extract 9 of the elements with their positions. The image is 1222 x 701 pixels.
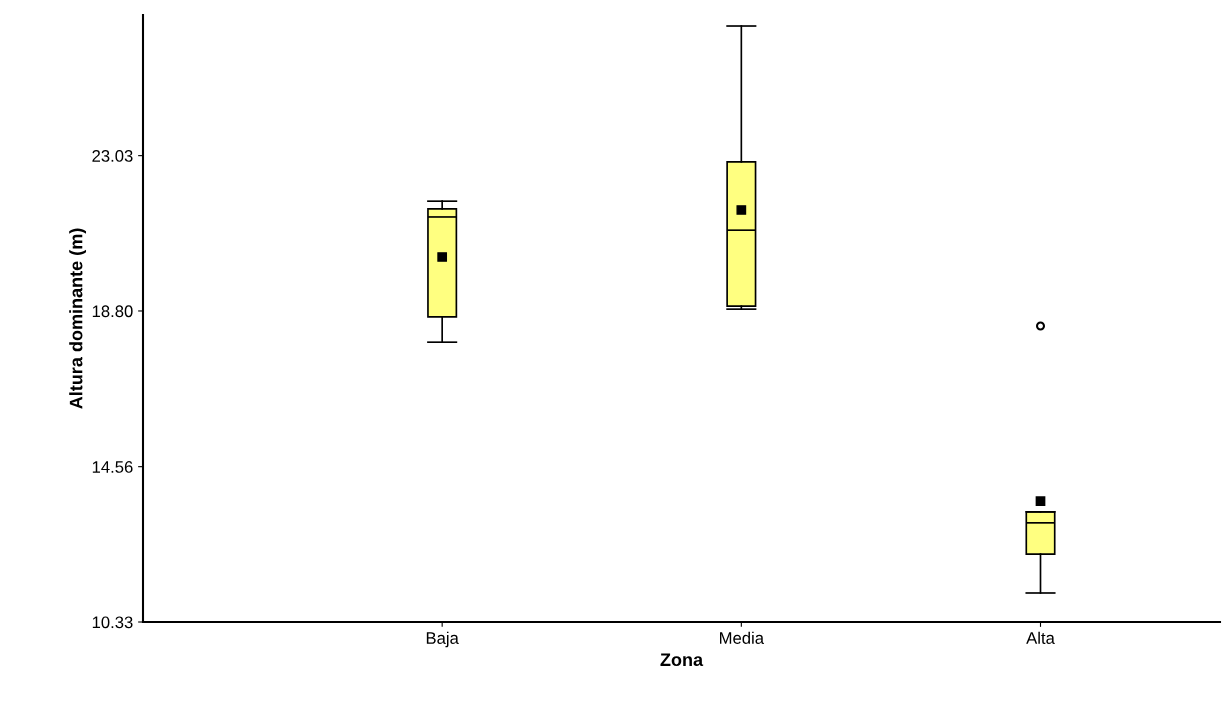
y-tick-label: 10.33	[92, 616, 133, 629]
y-tick-label: 23.03	[92, 150, 133, 162]
x-tick-label: Alta	[1026, 631, 1055, 644]
x-tick-label: Baja	[426, 631, 459, 648]
y-tick-label: 18.80	[92, 305, 133, 318]
x-axis-title: Zona	[660, 653, 704, 667]
y-axis-title: Altura dominante (m)	[69, 228, 87, 409]
y-tick-label: 14.56	[92, 461, 133, 473]
x-tick-label: Media	[720, 631, 765, 644]
